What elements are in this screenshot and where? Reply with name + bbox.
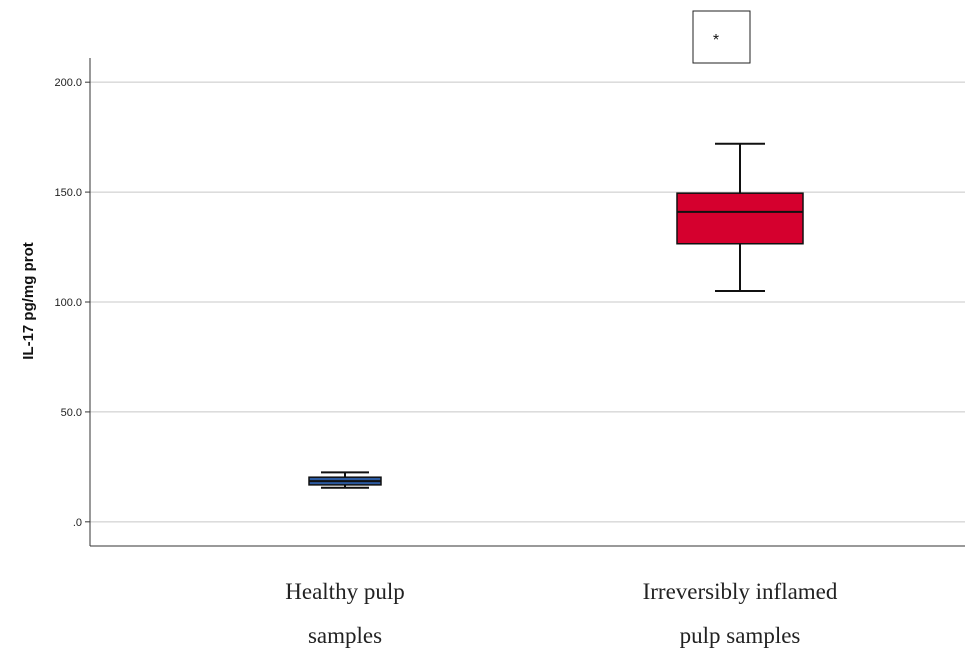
box-group <box>308 471 382 489</box>
annotation-box <box>692 10 751 64</box>
y-tick-label: 100.0 <box>54 297 82 309</box>
box <box>676 192 804 245</box>
category-label: samples <box>308 623 382 648</box>
gridlines <box>90 81 965 523</box>
y-tick-label: 150.0 <box>54 187 82 199</box>
annotation-text: * <box>713 32 719 49</box>
boxes <box>308 142 804 489</box>
y-tick-label: 50.0 <box>61 407 82 419</box>
y-tick-label: 200.0 <box>54 77 82 89</box>
category-label: pulp samples <box>680 623 801 648</box>
significance-annotation: * <box>692 10 751 64</box>
category-label: Healthy pulp <box>285 579 404 604</box>
y-axis-ticks: .0 50.0 100.0 150.0 200.0 <box>54 77 90 529</box>
category-label: Irreversibly inflamed <box>643 579 838 604</box>
y-tick-label: .0 <box>73 517 82 529</box>
y-axis-label: IL-17 pg/mg prot <box>20 242 37 360</box>
box-group <box>676 142 804 293</box>
x-axis-category-labels: Healthy pulp samples Irreversibly inflamed… <box>285 579 838 648</box>
